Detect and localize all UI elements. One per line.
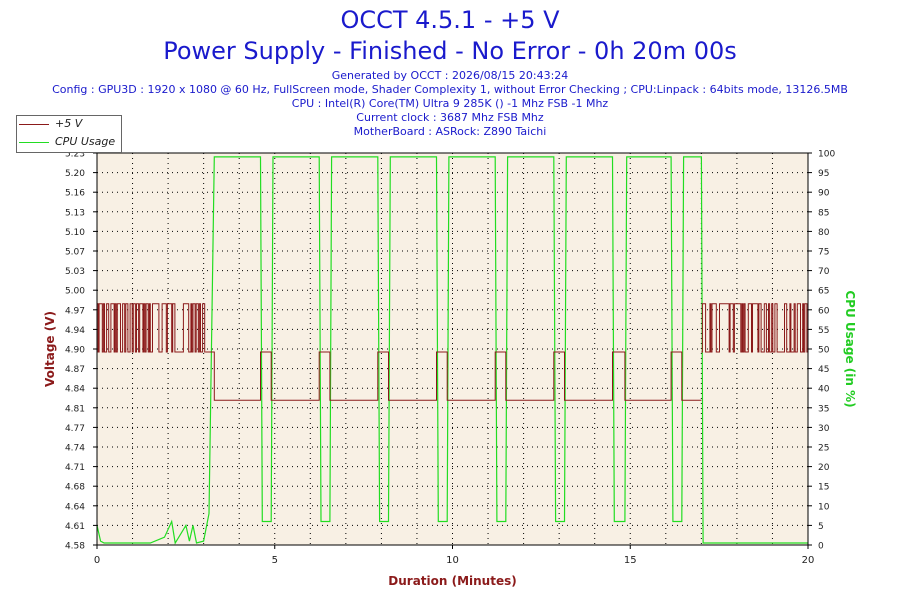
y-tick-label: 4.84 [65,385,85,395]
x-tick-label: 15 [624,555,637,566]
y2-tick-label: 25 [818,444,829,454]
y-tick-label: 5.23 [65,150,85,160]
y-tick-label: 5.10 [65,228,85,238]
legend-label-voltage: +5 V [55,117,83,130]
y2-tick-label: 50 [818,346,830,356]
y2-tick-label: 15 [818,483,829,493]
y-tick-label: 4.87 [65,365,85,375]
y-tick-label: 4.58 [65,542,85,552]
y2-tick-label: 0 [818,542,824,552]
y2-tick-label: 35 [818,404,829,414]
chart-subtitle: Power Supply - Finished - No Error - 0h … [163,37,737,65]
y2-tick-label: 55 [818,326,829,336]
series-noise-5v [701,303,809,353]
y2-tick-label: 90 [818,189,830,199]
series-group [96,156,809,545]
y2-tick-label: 65 [818,287,829,297]
y-tick-label: 4.94 [65,326,85,336]
legend: +5 V CPU Usage [16,115,122,153]
y2-tick-label: 95 [818,169,829,179]
y2-tick-label: 75 [818,248,829,258]
y-tick-label: 4.77 [65,424,85,434]
motherboard-line: MotherBoard : ASRock: Z890 Taichi [353,125,547,138]
chart-title: OCCT 4.5.1 - +5 V [340,6,560,34]
y2-tick-label: 40 [818,385,830,395]
plot-frame [96,152,809,546]
legend-swatch-cpu [19,142,49,143]
y-tick-label: 4.61 [65,522,85,532]
generated-line: Generated by OCCT : 2026/08/15 20:43:24 [331,69,569,82]
series-line-cpu-usage [96,156,808,545]
config-line: Config : GPU3D : 1920 x 1080 @ 60 Hz, Fu… [52,83,848,96]
cpu-line: CPU : Intel(R) Core(TM) Ultra 9 285K () … [291,97,609,110]
legend-label-cpu: CPU Usage [55,135,116,148]
y2-tick-label: 60 [818,306,830,316]
y-tick-label: 5.03 [65,267,85,277]
y-tick-label: 5.20 [65,169,85,179]
x-axis-label: Duration (Minutes) [388,574,516,588]
y2-tick-label: 45 [818,365,829,375]
x-tick-label: 0 [94,555,100,566]
y-tick-label: 4.74 [65,444,85,454]
y2-axis-label: CPU Usage (in %) [843,290,857,407]
y-axis-label: Voltage (V) [43,311,57,387]
x-tick-label: 20 [802,555,815,566]
y-tick-label: 5.00 [65,287,85,297]
y2-tick-label: 70 [818,267,830,277]
y2-tick-label: 10 [818,502,830,512]
y-tick-label: 5.16 [65,189,85,199]
y2-tick-label: 20 [818,463,830,473]
y2-tick-label: 85 [818,208,829,218]
series-line-5v [205,351,702,401]
y2-tick-label: 100 [818,150,835,160]
y2-tick-label: 5 [818,522,824,532]
y2-tick-label: 80 [818,228,830,238]
legend-swatch-voltage [19,124,49,125]
y2-tick-label: 30 [818,424,830,434]
y-tick-label: 4.68 [65,483,85,493]
axes: 4.58 0 4.61 5 4.64 10 4.68 15 4.71 20 4.74 25 4.77 30… [65,150,835,567]
y-tick-label: 5.13 [65,208,85,218]
y-tick-label: 4.71 [65,463,85,473]
x-tick-label: 5 [272,555,278,566]
series-noise-5v [97,303,206,353]
y-tick-label: 4.90 [65,346,85,356]
clock-line: Current clock : 3687 Mhz FSB Mhz [356,111,544,124]
y-tick-label: 5.07 [65,248,85,258]
y-tick-label: 4.81 [65,404,85,414]
y-tick-label: 4.64 [65,502,85,512]
y-tick-label: 4.97 [65,306,85,316]
x-tick-label: 10 [446,555,459,566]
